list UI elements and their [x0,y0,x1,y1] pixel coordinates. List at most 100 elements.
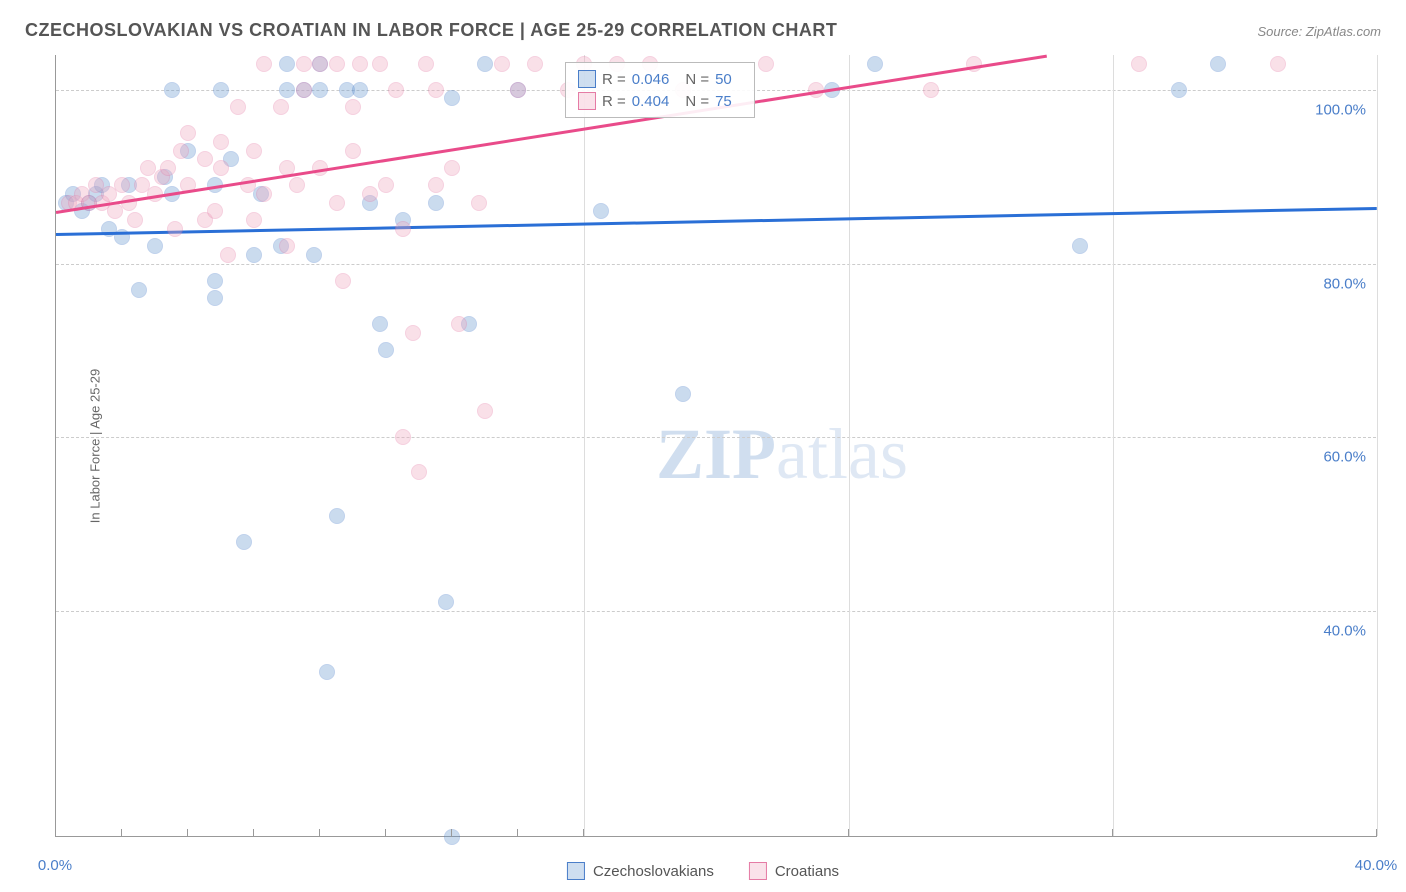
series-legend: Czechoslovakians Croatians [567,862,839,880]
scatter-point [378,177,394,193]
legend-n-label: N = [685,71,709,88]
scatter-point [279,82,295,98]
scatter-chart: ZIPatlas 40.0% 60.0% 80.0% 100.0% [55,55,1376,837]
legend-item: Czechoslovakians [567,862,714,880]
x-tick-mark [1112,829,1113,837]
scatter-point [246,143,262,159]
scatter-point [395,429,411,445]
scatter-point [236,534,252,550]
legend-item: Croatians [749,862,839,880]
x-tick-mark [55,829,56,837]
scatter-point [213,134,229,150]
scatter-point [494,56,510,72]
scatter-point [372,56,388,72]
correlation-legend: R = 0.046 N = 50R = 0.404 N = 75 [565,62,755,118]
scatter-point [256,56,272,72]
y-tick-label: 60.0% [1323,449,1366,466]
scatter-point [527,56,543,72]
trend-line [56,55,1047,214]
scatter-point [451,316,467,332]
scatter-point [197,151,213,167]
scatter-point [207,203,223,219]
legend-r-value: 0.046 [632,71,670,88]
legend-swatch [578,92,596,110]
scatter-point [428,177,444,193]
scatter-point [147,238,163,254]
legend-label: Croatians [775,863,839,880]
source-label: Source: ZipAtlas.com [1257,24,1381,39]
scatter-point [1171,82,1187,98]
scatter-point [345,99,361,115]
scatter-point [296,82,312,98]
scatter-point [428,82,444,98]
grid-line-vertical [1377,55,1378,836]
scatter-point [319,664,335,680]
x-tick-mark [385,829,386,837]
scatter-point [213,82,229,98]
scatter-point [362,186,378,202]
watermark: ZIPatlas [656,412,908,495]
scatter-point [477,403,493,419]
scatter-point [675,386,691,402]
scatter-point [220,247,236,263]
scatter-point [444,160,460,176]
legend-label: Czechoslovakians [593,863,714,880]
grid-line-vertical [1113,55,1114,836]
scatter-point [335,273,351,289]
watermark-bold: ZIP [656,413,776,493]
x-tick-label: 0.0% [38,857,72,874]
scatter-point [164,82,180,98]
scatter-point [329,195,345,211]
x-tick-mark [848,829,849,837]
scatter-point [180,125,196,141]
legend-n-value: 50 [715,71,732,88]
grid-line-vertical [584,55,585,836]
scatter-point [352,56,368,72]
scatter-point [127,212,143,228]
scatter-point [256,186,272,202]
scatter-point [477,56,493,72]
scatter-point [279,238,295,254]
legend-n-value: 75 [715,93,732,110]
scatter-point [160,160,176,176]
scatter-point [230,99,246,115]
scatter-point [345,143,361,159]
scatter-point [312,56,328,72]
scatter-point [471,195,487,211]
scatter-point [593,203,609,219]
scatter-point [213,160,229,176]
scatter-point [207,273,223,289]
scatter-point [438,594,454,610]
scatter-point [173,143,189,159]
scatter-point [1131,56,1147,72]
y-tick-label: 80.0% [1323,275,1366,292]
y-tick-label: 40.0% [1323,623,1366,640]
legend-r-label: R = [602,71,626,88]
scatter-point [444,90,460,106]
scatter-point [289,177,305,193]
scatter-point [167,221,183,237]
grid-line-vertical [849,55,850,836]
scatter-point [1270,56,1286,72]
x-tick-mark [517,829,518,837]
scatter-point [312,82,328,98]
x-tick-mark [121,829,122,837]
legend-n-label: N = [685,93,709,110]
y-tick-label: 100.0% [1315,101,1366,118]
legend-r-value: 0.404 [632,93,670,110]
scatter-point [246,212,262,228]
x-tick-mark [583,829,584,837]
scatter-point [411,464,427,480]
scatter-point [1072,238,1088,254]
x-tick-mark [319,829,320,837]
scatter-point [279,56,295,72]
scatter-point [428,195,444,211]
x-tick-mark [451,829,452,837]
scatter-point [388,82,404,98]
legend-row: R = 0.046 N = 50 [578,68,742,90]
scatter-point [405,325,421,341]
x-tick-mark [1376,829,1377,837]
scatter-point [378,342,394,358]
scatter-point [867,56,883,72]
scatter-point [114,177,130,193]
